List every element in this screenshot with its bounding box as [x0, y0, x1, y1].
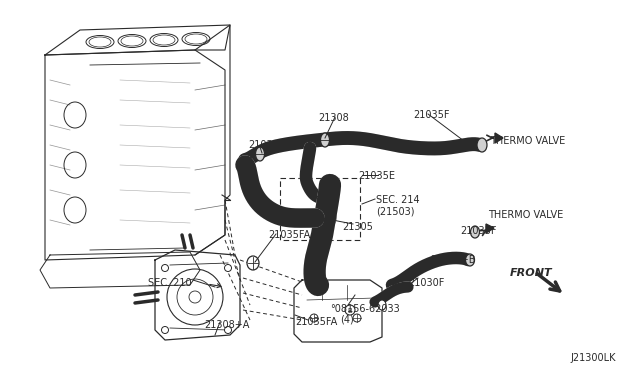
Text: B: B: [347, 308, 352, 314]
Ellipse shape: [465, 254, 474, 266]
Polygon shape: [486, 224, 494, 233]
Text: J21300LK: J21300LK: [570, 353, 616, 363]
Text: 21035F: 21035F: [413, 110, 449, 120]
Ellipse shape: [353, 314, 361, 322]
Ellipse shape: [310, 314, 318, 322]
Ellipse shape: [345, 305, 355, 315]
Text: 21030F: 21030F: [408, 278, 444, 288]
Text: 21035FA: 21035FA: [268, 230, 310, 240]
Ellipse shape: [161, 327, 168, 334]
Ellipse shape: [225, 327, 232, 334]
Polygon shape: [495, 133, 503, 143]
Text: 21305: 21305: [342, 222, 373, 232]
Text: 21035E: 21035E: [358, 171, 395, 181]
Ellipse shape: [247, 256, 259, 270]
Text: 21035FA: 21035FA: [295, 317, 337, 327]
Text: THERMO VALVE: THERMO VALVE: [488, 210, 563, 220]
Text: 21308: 21308: [318, 113, 349, 123]
Text: FRONT: FRONT: [510, 268, 552, 278]
Text: (21503): (21503): [376, 207, 415, 217]
Text: SEC. 210: SEC. 210: [148, 278, 191, 288]
Text: 21308+B: 21308+B: [430, 255, 476, 265]
Ellipse shape: [378, 300, 386, 310]
Ellipse shape: [161, 264, 168, 272]
Text: 21308+A: 21308+A: [204, 320, 250, 330]
Text: (4): (4): [340, 315, 354, 325]
Text: °08156-62033: °08156-62033: [330, 304, 400, 314]
Text: THERMO VALVE: THERMO VALVE: [490, 136, 565, 146]
Ellipse shape: [477, 138, 487, 152]
Text: SEC. 214: SEC. 214: [376, 195, 420, 205]
Ellipse shape: [225, 264, 232, 272]
Text: 21035F: 21035F: [460, 226, 497, 236]
Ellipse shape: [321, 133, 330, 147]
Ellipse shape: [255, 147, 264, 161]
Text: 21035F: 21035F: [248, 140, 285, 150]
Ellipse shape: [470, 226, 479, 238]
